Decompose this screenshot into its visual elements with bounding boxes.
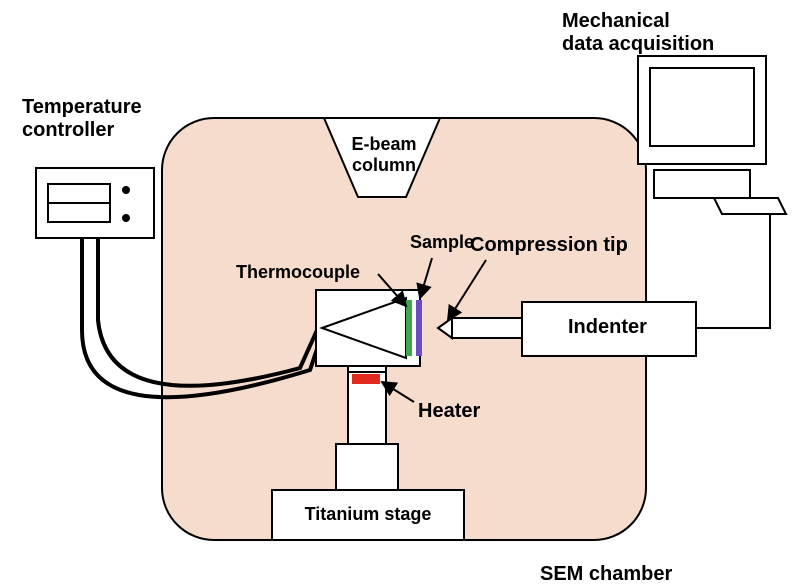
label-mechanical-data: Mechanical data acquisition: [562, 10, 714, 56]
thermocouple-strip: [406, 300, 412, 356]
data-cable: [696, 214, 770, 328]
computer-keyboard: [714, 198, 786, 214]
diagram-canvas: [0, 0, 793, 588]
label-sem-chamber: SEM chamber: [540, 563, 672, 586]
label-sample: Sample: [410, 232, 474, 253]
label-temperature-controller: Temperature controller: [22, 96, 142, 142]
computer-base: [654, 170, 750, 198]
indenter-shaft: [452, 318, 522, 338]
label-compression-tip: Compression tip: [470, 234, 628, 257]
label-indenter: Indenter: [568, 316, 647, 339]
stage-column: [336, 444, 398, 490]
label-thermocouple: Thermocouple: [236, 262, 360, 283]
label-titanium-stage: Titanium stage: [282, 504, 454, 525]
sample-strip: [416, 300, 422, 356]
label-heater: Heater: [418, 400, 480, 423]
label-e-beam: E-beam column: [344, 134, 424, 175]
computer-monitor: [638, 56, 766, 164]
heater-element: [352, 374, 380, 384]
